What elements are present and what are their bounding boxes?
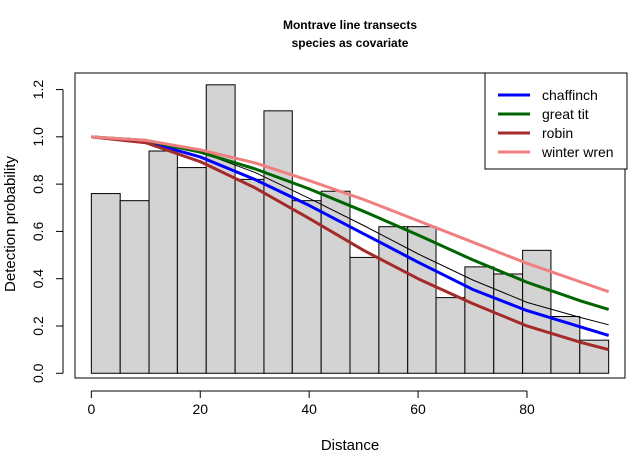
x-tick-label-20: 20	[192, 401, 208, 417]
histogram-bar-5	[205, 84, 236, 374]
x-tick-label-80: 80	[519, 401, 535, 417]
y-tick-label-4: 0.8	[30, 174, 46, 194]
chart-title: Montrave line transects	[283, 18, 417, 32]
fitted-lines	[91, 135, 610, 352]
chart-subtitle: species as covariate	[292, 36, 409, 50]
legend-label-great-tit: great tit	[542, 106, 589, 122]
histogram-bar-2	[119, 200, 150, 374]
histogram-bar-8	[291, 200, 322, 374]
x-axis: 0 20 40 60 80	[87, 390, 535, 417]
histogram-bar-6	[234, 178, 265, 374]
x-axis-label: Distance	[321, 437, 379, 454]
histogram-bar-14	[464, 266, 495, 374]
histogram-bar-9	[320, 190, 351, 374]
legend-label-robin: robin	[542, 125, 573, 141]
series-line-great-tit	[91, 135, 610, 311]
histogram-bars	[90, 84, 610, 374]
plot-frame	[74, 72, 626, 379]
legend: chaffinch great tit robin winter wren	[484, 72, 628, 170]
y-tick-label-2: 0.4	[30, 269, 46, 289]
histogram-bar-12	[407, 226, 437, 374]
histogram-bar-10	[349, 256, 380, 374]
y-tick-label-5: 1.0	[30, 127, 46, 147]
x-tick-label-40: 40	[301, 401, 317, 417]
y-axis: 0.0 0.2 0.4 0.6 0.8 1.0 1.2	[30, 80, 64, 383]
y-tick-label-0: 0.0	[30, 363, 46, 383]
y-tick-label-6: 1.2	[30, 80, 46, 100]
y-tick-label-3: 0.6	[30, 221, 46, 241]
histogram-bar-7	[263, 110, 293, 374]
legend-label-winter-wren: winter wren	[541, 144, 614, 160]
histogram-bar-3	[148, 150, 178, 374]
histogram-bar-4	[176, 167, 207, 374]
series-line-robin	[91, 135, 610, 352]
series-line-winter-wren	[91, 135, 610, 294]
x-tick-label-0: 0	[87, 401, 95, 417]
legend-label-chaffinch: chaffinch	[542, 87, 598, 103]
series-line-chaffinch	[91, 135, 610, 337]
histogram-bar-1	[90, 193, 121, 374]
histogram-bar-13	[435, 297, 466, 374]
y-tick-label-1: 0.2	[30, 316, 46, 336]
y-axis-label: Detection probability	[2, 156, 19, 292]
x-tick-label-60: 60	[410, 401, 426, 417]
